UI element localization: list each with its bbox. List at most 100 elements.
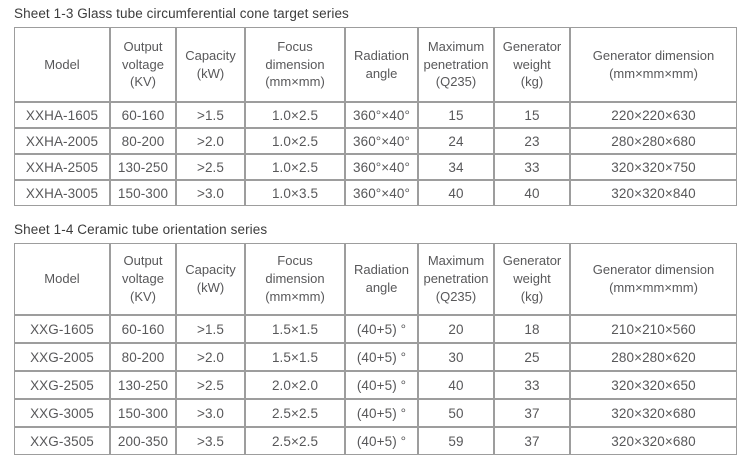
cell-voltage: 150-300 [110,180,176,206]
cell-dimension: 280×280×620 [570,343,737,371]
table-title-sheet-1-4: Sheet 1-4 Ceramic tube orientation serie… [14,222,268,237]
cell-model: XXG-3005 [14,399,110,427]
header-cell-weight: Generator weight (kg) [494,243,570,315]
cell-penetration: 15 [418,102,494,128]
cell-angle: (40+5) ° [345,343,418,371]
cell-weight: 33 [494,371,570,399]
cell-capacity: >2.5 [176,154,245,180]
cell-model: XXHA-2005 [14,128,110,154]
cell-weight: 40 [494,180,570,206]
header-cell-dimension: Generator dimension (mm×mm×mm) [570,27,737,102]
cell-penetration: 40 [418,371,494,399]
cell-focus: 1.5×1.5 [245,315,345,343]
cell-capacity: >2.0 [176,128,245,154]
cell-capacity: >2.0 [176,343,245,371]
cell-voltage: 60-160 [110,102,176,128]
cell-focus: 1.0×3.5 [245,180,345,206]
cell-voltage: 200-350 [110,427,176,455]
cell-weight: 37 [494,427,570,455]
cell-model: XXHA-2505 [14,154,110,180]
cell-penetration: 40 [418,180,494,206]
cell-penetration: 24 [418,128,494,154]
cell-dimension: 280×280×680 [570,128,737,154]
cell-capacity: >3.0 [176,399,245,427]
cell-capacity: >1.5 [176,315,245,343]
table-row: XXG-3505 200-350 >3.5 2.5×2.5 (40+5) ° 59 37 32… [14,427,737,455]
cell-focus: 1.5×1.5 [245,343,345,371]
cell-model: XXG-3505 [14,427,110,455]
table-row: XXG-1605 60-160 >1.5 1.5×1.5 (40+5) ° 20 18 210… [14,315,737,343]
cell-dimension: 320×320×840 [570,180,737,206]
cell-focus: 2.5×2.5 [245,399,345,427]
cell-weight: 18 [494,315,570,343]
header-row: Model Output voltage (KV) Capacity (kW) Focus d… [14,27,737,102]
table-header: Model Output voltage (KV) Capacity (kW) Focus d… [14,243,737,315]
header-cell-angle: Radiation angle [345,27,418,102]
header-cell-weight: Generator weight (kg) [494,27,570,102]
cell-model: XXG-1605 [14,315,110,343]
cell-penetration: 34 [418,154,494,180]
cell-dimension: 220×220×630 [570,102,737,128]
cell-voltage: 60-160 [110,315,176,343]
cell-angle: (40+5) ° [345,427,418,455]
cell-voltage: 80-200 [110,343,176,371]
cell-dimension: 320×320×650 [570,371,737,399]
header-cell-dimension: Generator dimension (mm×mm×mm) [570,243,737,315]
cell-focus: 1.0×2.5 [245,102,345,128]
cell-voltage: 80-200 [110,128,176,154]
cell-angle: (40+5) ° [345,399,418,427]
cell-angle: 360°×40° [345,128,418,154]
header-cell-angle: Radiation angle [345,243,418,315]
cell-focus: 2.5×2.5 [245,427,345,455]
table-header: Model Output voltage (KV) Capacity (kW) Focus d… [14,27,737,102]
header-cell-voltage: Output voltage (KV) [110,243,176,315]
table-body: XXG-1605 60-160 >1.5 1.5×1.5 (40+5) ° 20 18 210… [14,315,737,455]
cell-angle: 360°×40° [345,102,418,128]
cell-angle: (40+5) ° [345,371,418,399]
table-row: XXHA-1605 60-160 >1.5 1.0×2.5 360°×40° 15 15 22… [14,102,737,128]
cell-capacity: >2.5 [176,371,245,399]
cell-weight: 23 [494,128,570,154]
cell-dimension: 320×320×750 [570,154,737,180]
cell-focus: 1.0×2.5 [245,128,345,154]
header-cell-focus: Focus dimension (mm×mm) [245,27,345,102]
cell-voltage: 150-300 [110,399,176,427]
cell-angle: 360°×40° [345,180,418,206]
cell-weight: 15 [494,102,570,128]
cell-model: XXHA-3005 [14,180,110,206]
cell-dimension: 320×320×680 [570,427,737,455]
cell-weight: 33 [494,154,570,180]
header-cell-focus: Focus dimension (mm×mm) [245,243,345,315]
table-row: XXG-2505 130-250 >2.5 2.0×2.0 (40+5) ° 40 33 32… [14,371,737,399]
cell-penetration: 59 [418,427,494,455]
cell-model: XXG-2505 [14,371,110,399]
header-cell-model: Model [14,27,110,102]
cell-capacity: >1.5 [176,102,245,128]
table-row: XXG-3005 150-300 >3.0 2.5×2.5 (40+5) ° 50 37 32… [14,399,737,427]
spec-table-sheet-1-3: Model Output voltage (KV) Capacity (kW) Focus d… [14,27,737,206]
section-sheet-1-3: Sheet 1-3 Glass tube circumferential con… [14,6,737,206]
cell-capacity: >3.5 [176,427,245,455]
table-row: XXG-2005 80-200 >2.0 1.5×1.5 (40+5) ° 30 25 280… [14,343,737,371]
cell-weight: 37 [494,399,570,427]
cell-voltage: 130-250 [110,154,176,180]
section-sheet-1-4: Sheet 1-4 Ceramic tube orientation serie… [14,222,737,455]
table-row: XXHA-2505 130-250 >2.5 1.0×2.5 360°×40° 34 33 3… [14,154,737,180]
header-row: Model Output voltage (KV) Capacity (kW) Focus d… [14,243,737,315]
cell-penetration: 20 [418,315,494,343]
cell-voltage: 130-250 [110,371,176,399]
cell-penetration: 50 [418,399,494,427]
cell-capacity: >3.0 [176,180,245,206]
header-cell-model: Model [14,243,110,315]
cell-angle: (40+5) ° [345,315,418,343]
header-cell-capacity: Capacity (kW) [176,243,245,315]
spec-table-sheet-1-4: Model Output voltage (KV) Capacity (kW) Focus d… [14,243,737,455]
table-row: XXHA-3005 150-300 >3.0 1.0×3.5 360°×40° 40 40 3… [14,180,737,206]
cell-dimension: 210×210×560 [570,315,737,343]
table-body: XXHA-1605 60-160 >1.5 1.0×2.5 360°×40° 15 15 22… [14,102,737,206]
cell-model: XXG-2005 [14,343,110,371]
cell-dimension: 320×320×680 [570,399,737,427]
header-cell-penetration: Maximum penetration (Q235) [418,243,494,315]
table-row: XXHA-2005 80-200 >2.0 1.0×2.5 360°×40° 24 23 28… [14,128,737,154]
